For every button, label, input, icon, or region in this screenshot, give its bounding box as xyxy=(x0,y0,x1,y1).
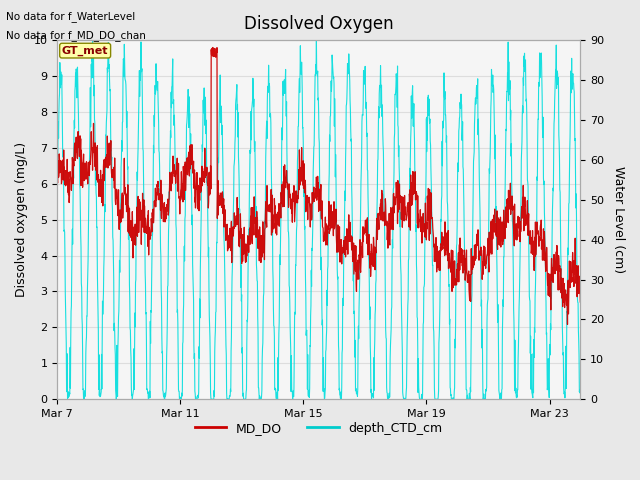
Legend: MD_DO, depth_CTD_cm: MD_DO, depth_CTD_cm xyxy=(190,417,447,440)
Text: GT_met: GT_met xyxy=(62,46,108,56)
Text: No data for f_MD_DO_chan: No data for f_MD_DO_chan xyxy=(6,30,147,41)
Text: No data for f_WaterLevel: No data for f_WaterLevel xyxy=(6,11,136,22)
Y-axis label: Dissolved oxygen (mg/L): Dissolved oxygen (mg/L) xyxy=(15,142,28,297)
Y-axis label: Water Level (cm): Water Level (cm) xyxy=(612,166,625,273)
Title: Dissolved Oxygen: Dissolved Oxygen xyxy=(244,15,394,33)
